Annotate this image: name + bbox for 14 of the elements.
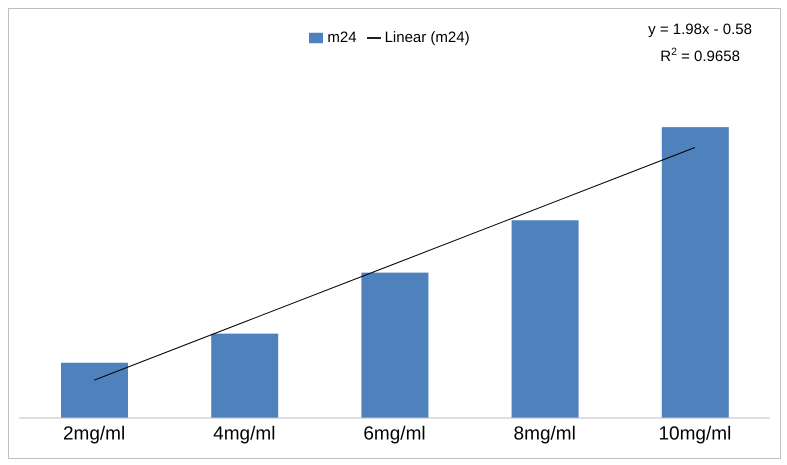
- x-tick-label: 4mg/ml: [213, 423, 276, 444]
- bar: [211, 334, 278, 418]
- x-tick-label: 10mg/ml: [658, 423, 732, 444]
- x-tick-label: 6mg/ml: [363, 423, 426, 444]
- legend-label: m24: [327, 29, 357, 46]
- bar: [512, 220, 579, 418]
- bar: [61, 362, 128, 418]
- bar: [662, 127, 729, 418]
- text: R$^{2}$ = 0.9658: [660, 46, 740, 65]
- legend-label: Linear (m24): [384, 29, 470, 46]
- x-tick-label: 2mg/ml: [62, 423, 126, 444]
- bar: [361, 272, 428, 418]
- x-tick-label: 8mg/ml: [514, 423, 576, 444]
- text: y = 1.98x - 0.58: [648, 21, 752, 38]
